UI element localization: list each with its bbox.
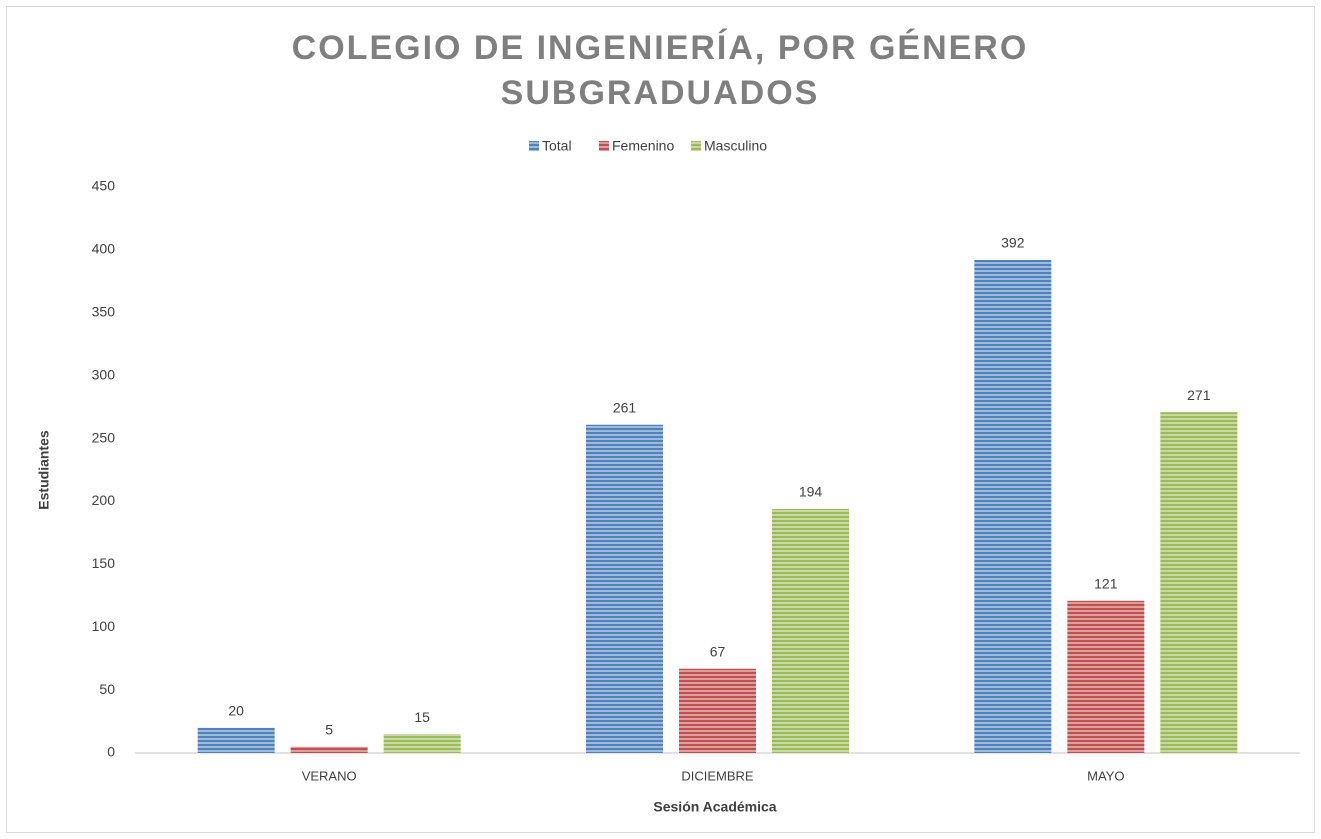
x-tick-label: DICIEMBRE <box>681 768 754 783</box>
y-tick-label: 50 <box>99 681 115 697</box>
y-tick-label: 0 <box>107 744 115 760</box>
y-tick-label: 350 <box>92 303 116 319</box>
x-tick-label: MAYO <box>1087 768 1124 783</box>
bar <box>1160 412 1238 753</box>
bar <box>197 727 275 753</box>
data-label: 392 <box>1001 235 1025 251</box>
y-tick-label: 150 <box>92 555 116 571</box>
data-label: 20 <box>228 703 244 719</box>
y-tick-label: 400 <box>92 241 116 257</box>
data-label: 67 <box>710 643 726 659</box>
data-label: 271 <box>1187 387 1211 403</box>
legend-label: Femenino <box>612 138 674 154</box>
data-label: 194 <box>799 484 823 500</box>
y-tick-label: 100 <box>92 618 116 634</box>
data-label: 121 <box>1094 576 1118 592</box>
y-tick-label: 450 <box>92 178 116 194</box>
bar <box>1067 600 1145 753</box>
bar <box>772 508 849 753</box>
data-label: 15 <box>414 709 430 725</box>
x-tick-label: VERANO <box>302 768 357 783</box>
chart-title: SUBGRADUADOS <box>501 74 820 112</box>
bar <box>290 746 368 753</box>
bar <box>679 668 756 753</box>
bar <box>383 734 461 753</box>
data-label: 261 <box>613 399 637 415</box>
y-tick-label: 250 <box>92 429 116 445</box>
bar <box>586 424 663 753</box>
x-axis-title: Sesión Académica <box>653 799 776 815</box>
data-label: 5 <box>325 721 333 737</box>
chart-title: COLEGIO DE INGENIERÍA, POR GÉNERO <box>292 29 1029 67</box>
legend-swatch <box>529 141 539 151</box>
legend-label: Masculino <box>704 138 767 154</box>
y-tick-label: 300 <box>92 366 116 382</box>
y-axis-title: Estudiantes <box>36 430 52 510</box>
bar <box>974 259 1052 753</box>
legend-label: Total <box>542 138 572 154</box>
y-tick-label: 200 <box>92 492 116 508</box>
legend-swatch <box>691 141 701 151</box>
legend-swatch <box>599 141 609 151</box>
